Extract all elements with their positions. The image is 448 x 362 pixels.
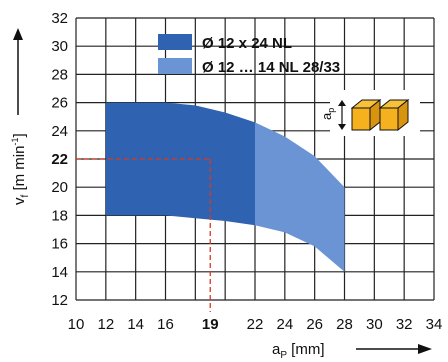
x-tick-32: 32 bbox=[396, 316, 413, 333]
series-areas bbox=[105, 102, 345, 272]
x-tick-22: 22 bbox=[247, 316, 264, 333]
x-tick-14: 14 bbox=[127, 316, 144, 333]
x-tick-30: 30 bbox=[366, 316, 383, 333]
y-tick-22: 22 bbox=[51, 151, 68, 168]
x-tick-24: 24 bbox=[276, 316, 293, 333]
x-tick-12: 12 bbox=[97, 316, 114, 333]
y-tick-30: 30 bbox=[51, 38, 68, 55]
legend-swatch-1 bbox=[158, 58, 192, 74]
y-tick-18: 18 bbox=[51, 207, 68, 224]
y-tick-labels: 12 14 16 18 20 22 24 26 28 30 32 bbox=[51, 10, 68, 309]
y-axis-label: vf [m min-1] bbox=[10, 28, 31, 205]
reference-lines bbox=[76, 158, 211, 312]
inset-illustration: ap bbox=[319, 90, 420, 136]
legend-swatch-0 bbox=[158, 34, 192, 50]
legend: Ø 12 x 24 NL Ø 12 … 14 NL 28/33 bbox=[158, 34, 340, 76]
svg-text:vf [m min-1]: vf [m min-1] bbox=[10, 133, 31, 205]
legend-label-0: Ø 12 x 24 NL bbox=[202, 35, 292, 52]
legend-label-1: Ø 12 … 14 NL 28/33 bbox=[202, 59, 340, 76]
y-tick-28: 28 bbox=[51, 66, 68, 83]
inset-label: ap bbox=[319, 108, 336, 120]
x-tick-26: 26 bbox=[306, 316, 323, 333]
x-tick-labels: 10 12 14 16 19 22 24 26 28 30 32 34 bbox=[68, 316, 443, 333]
series-area-0 bbox=[105, 102, 255, 226]
y-tick-26: 26 bbox=[51, 95, 68, 112]
x-axis-label: aP [mm] bbox=[272, 341, 432, 361]
x-tick-16: 16 bbox=[157, 316, 174, 333]
x-tick-34: 34 bbox=[426, 316, 443, 333]
svg-text:aP [mm]: aP [mm] bbox=[272, 341, 325, 361]
x-tick-19: 19 bbox=[202, 316, 219, 333]
y-tick-12: 12 bbox=[51, 292, 68, 309]
y-tick-20: 20 bbox=[51, 179, 68, 196]
y-tick-16: 16 bbox=[51, 236, 68, 253]
x-tick-10: 10 bbox=[68, 316, 85, 333]
y-tick-32: 32 bbox=[51, 10, 68, 27]
series-area-1 bbox=[255, 122, 345, 272]
x-tick-28: 28 bbox=[336, 316, 353, 333]
y-tick-24: 24 bbox=[51, 123, 68, 140]
y-tick-14: 14 bbox=[51, 264, 68, 281]
